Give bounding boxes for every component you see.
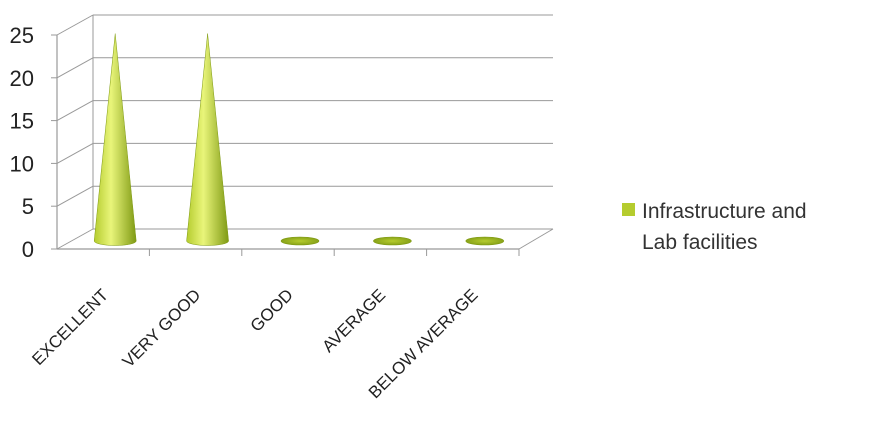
gridlines [56,14,553,250]
x-category-label: EXCELLENT [28,285,112,369]
x-category-label: AVERAGE [319,285,390,356]
cone-bar [93,33,137,246]
legend-label: Infrastructure and Lab facilities [642,200,807,254]
cone-bar [186,33,229,246]
grid-diagonal [56,14,94,36]
axes [51,15,554,256]
data-marks [93,33,505,246]
legend-swatch [622,203,635,216]
grid-diagonal [56,185,94,207]
y-tick-label: 20 [10,66,34,91]
y-axis-tick-labels: 0 5 10 15 20 25 [10,23,34,262]
y-tick-label: 25 [10,23,34,48]
y-tick-label: 0 [22,237,34,262]
y-tick-label: 15 [10,109,34,134]
grid-diagonal [56,57,94,79]
x-category-label: GOOD [247,285,297,335]
legend: Infrastructure and Lab facilities [622,196,822,258]
cone-base [280,236,320,246]
y-tick-label: 10 [10,151,34,176]
grid-diagonal [56,142,94,164]
grid-diagonal [56,228,94,250]
x-category-label: VERY GOOD [119,285,205,371]
floor-right-edge [518,228,554,250]
cone-base [373,236,412,246]
y-tick-label: 5 [22,194,34,219]
cone-base [465,236,505,246]
grid-diagonal [56,100,94,122]
